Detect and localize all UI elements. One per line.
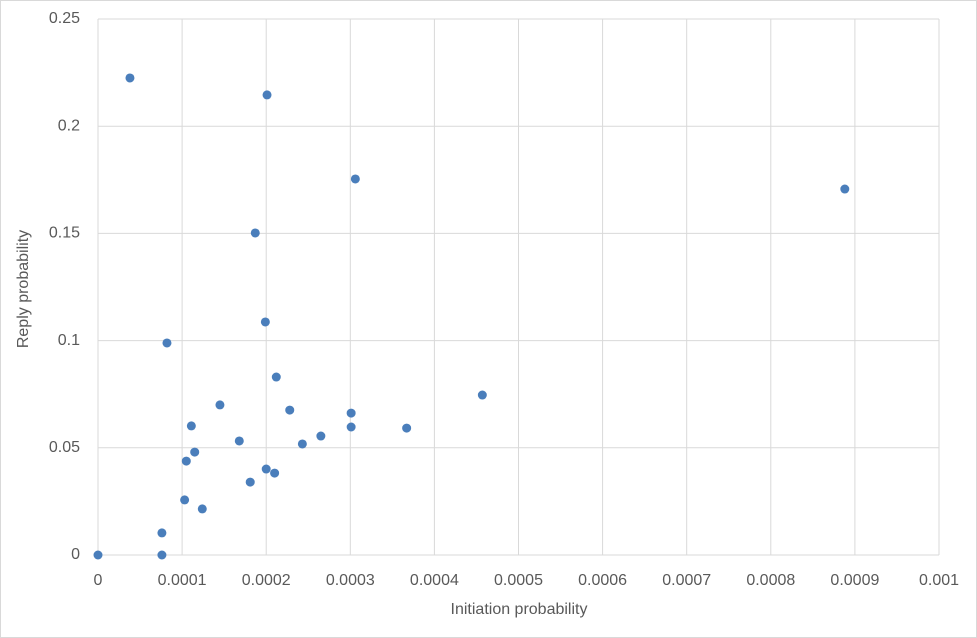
- point: [215, 400, 225, 410]
- y-tick-label: 0.05: [49, 439, 80, 456]
- point: [350, 174, 360, 184]
- point: [197, 504, 207, 514]
- x-tick-label: 0.0008: [746, 572, 795, 589]
- x-tick-label: 0.0004: [410, 572, 459, 589]
- point: [181, 456, 191, 466]
- point: [260, 317, 270, 327]
- point: [180, 495, 190, 505]
- x-tick-label: 0.0002: [242, 572, 291, 589]
- point: [840, 184, 850, 194]
- x-tick-label: 0.0005: [494, 572, 543, 589]
- point: [250, 228, 260, 238]
- point: [234, 436, 244, 446]
- point: [157, 550, 167, 560]
- point: [271, 372, 281, 382]
- point: [125, 73, 135, 83]
- point: [346, 422, 356, 432]
- point: [261, 464, 271, 474]
- x-tick-label: 0.0009: [830, 572, 879, 589]
- x-tick-label: 0.0003: [326, 572, 375, 589]
- point: [270, 468, 280, 478]
- y-tick-label: 0.1: [58, 332, 80, 349]
- point: [297, 439, 307, 449]
- point: [157, 528, 167, 538]
- y-tick-label: 0.15: [49, 225, 80, 242]
- y-tick-label: 0.2: [58, 117, 80, 134]
- point: [316, 431, 326, 441]
- point: [190, 447, 200, 457]
- y-tick-label: 0.25: [49, 10, 80, 27]
- point: [285, 405, 295, 415]
- point: [93, 550, 103, 560]
- point: [262, 90, 272, 100]
- point: [162, 338, 172, 348]
- x-tick-label: 0.0007: [662, 572, 711, 589]
- x-tick-label: 0: [94, 572, 103, 589]
- y-tick-label: 0: [71, 546, 80, 563]
- point: [186, 421, 196, 431]
- x-tick-label: 0.0006: [578, 572, 627, 589]
- point: [245, 477, 255, 487]
- y-axis-label: Reply probability: [15, 230, 32, 348]
- x-axis-label: Initiation probability: [451, 601, 588, 618]
- point: [346, 408, 356, 418]
- x-tick-label: 0.001: [919, 572, 959, 589]
- x-tick-label: 0.0001: [158, 572, 207, 589]
- point: [477, 390, 487, 400]
- point: [402, 423, 412, 433]
